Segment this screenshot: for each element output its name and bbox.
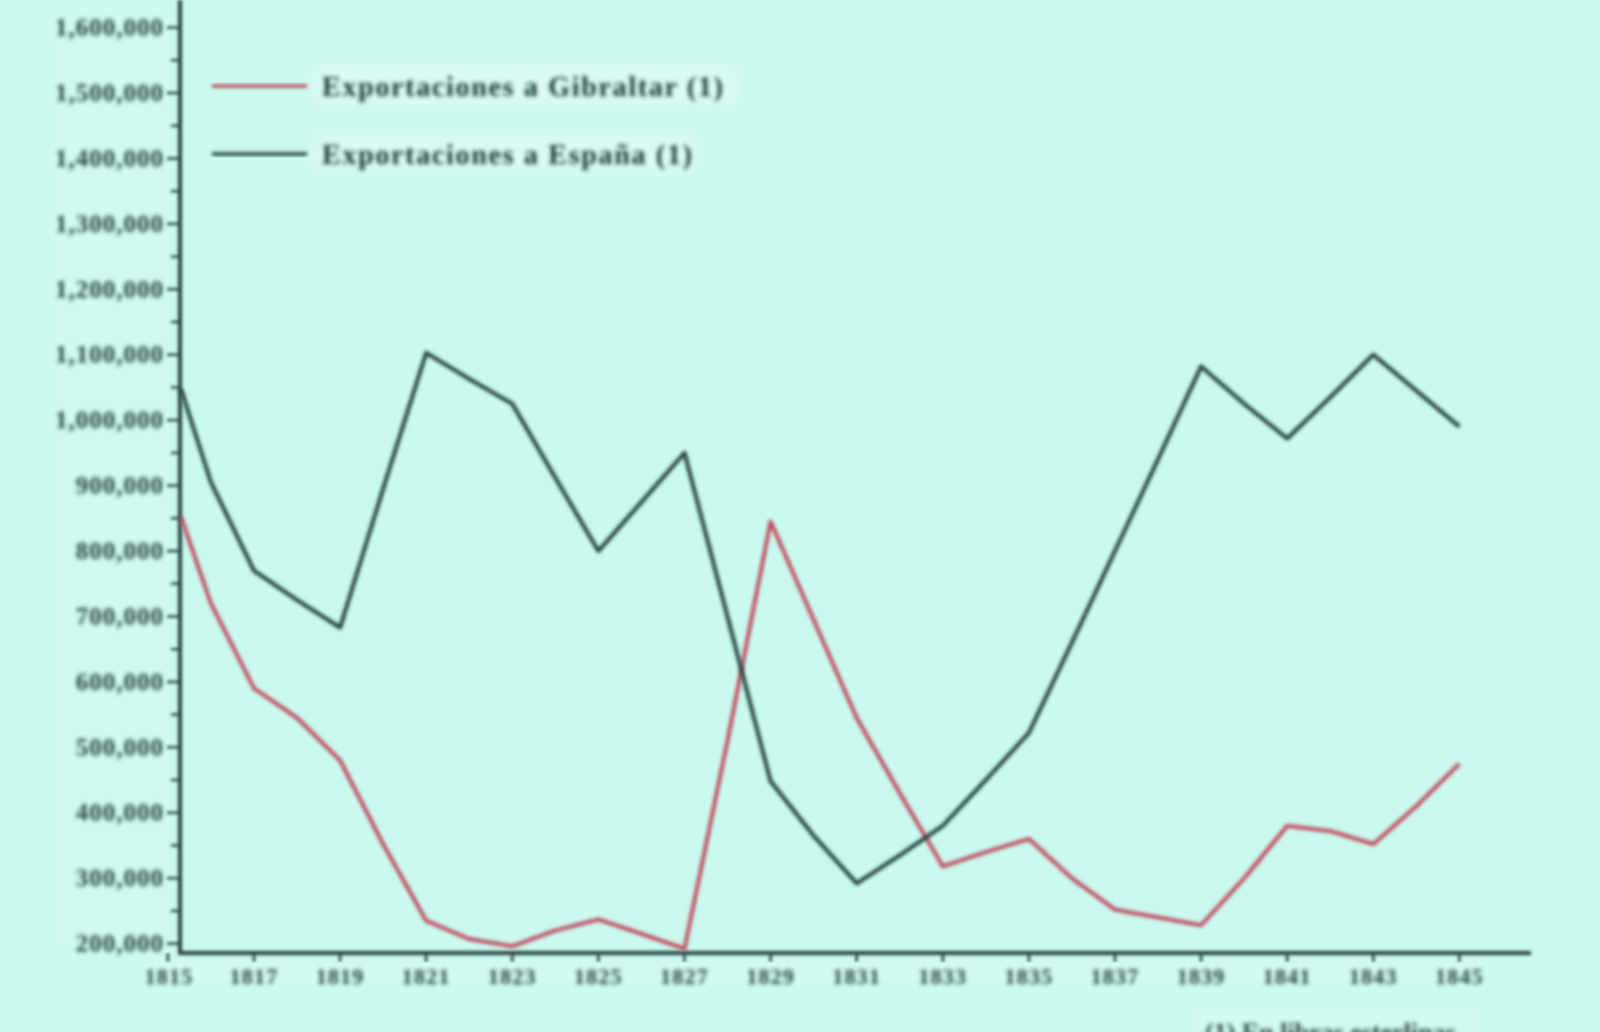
svg-text:1831: 1831 bbox=[832, 964, 881, 989]
svg-text:Exportaciones a Gibraltar (1): Exportaciones a Gibraltar (1) bbox=[322, 72, 725, 103]
svg-text:1843: 1843 bbox=[1349, 964, 1398, 989]
svg-text:1835: 1835 bbox=[1004, 964, 1053, 989]
svg-text:1841: 1841 bbox=[1263, 964, 1312, 989]
svg-text:1,000,000: 1,000,000 bbox=[55, 407, 164, 434]
svg-text:1819: 1819 bbox=[316, 964, 365, 989]
svg-text:1,600,000: 1,600,000 bbox=[55, 15, 164, 42]
svg-text:1815: 1815 bbox=[145, 964, 194, 989]
svg-text:300,000: 300,000 bbox=[76, 865, 164, 892]
svg-text:1839: 1839 bbox=[1177, 964, 1226, 989]
svg-text:1817: 1817 bbox=[230, 964, 279, 989]
svg-text:1,500,000: 1,500,000 bbox=[55, 80, 164, 107]
svg-text:200,000: 200,000 bbox=[76, 931, 164, 958]
svg-text:800,000: 800,000 bbox=[76, 538, 164, 565]
svg-text:900,000: 900,000 bbox=[76, 473, 164, 500]
svg-text:1825: 1825 bbox=[574, 964, 623, 989]
svg-text:700,000: 700,000 bbox=[76, 604, 164, 631]
svg-text:500,000: 500,000 bbox=[76, 734, 164, 761]
svg-text:400,000: 400,000 bbox=[76, 800, 164, 827]
svg-text:1829: 1829 bbox=[746, 964, 795, 989]
svg-text:1845: 1845 bbox=[1435, 964, 1484, 989]
svg-text:1821: 1821 bbox=[402, 964, 451, 989]
svg-text:1827: 1827 bbox=[660, 964, 709, 989]
svg-text:1837: 1837 bbox=[1091, 964, 1140, 989]
svg-text:1,200,000: 1,200,000 bbox=[55, 276, 164, 303]
svg-text:1,300,000: 1,300,000 bbox=[55, 211, 164, 238]
svg-text:1823: 1823 bbox=[488, 964, 537, 989]
svg-text:(1) En libras esterlinas: (1) En libras esterlinas bbox=[1205, 1018, 1456, 1032]
svg-text:1833: 1833 bbox=[918, 964, 967, 989]
svg-text:1,400,000: 1,400,000 bbox=[55, 146, 164, 173]
svg-text:1,100,000: 1,100,000 bbox=[55, 342, 164, 369]
svg-text:Exportaciones a España (1): Exportaciones a España (1) bbox=[322, 140, 694, 171]
svg-text:600,000: 600,000 bbox=[76, 669, 164, 696]
